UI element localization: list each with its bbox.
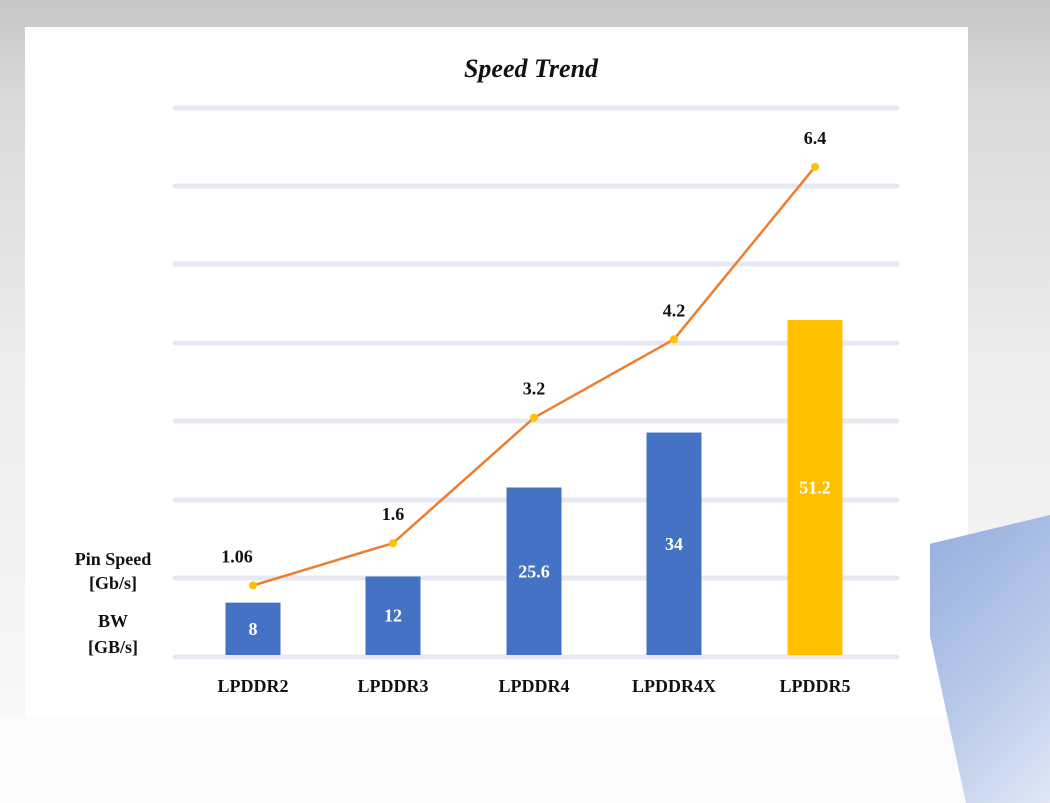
pin-speed-point — [249, 581, 257, 590]
category-label: LPDDR5 — [780, 676, 851, 696]
chart-title: Speed Trend — [464, 54, 599, 83]
bar-lpddr3 — [365, 576, 421, 655]
pin-speed-value-label: 6.4 — [804, 128, 827, 148]
bar-value-label: 25.6 — [518, 561, 550, 581]
pin-speed-point — [530, 413, 538, 422]
category-label: LPDDR4X — [632, 676, 716, 696]
series-names: Pin Speed [Gb/s] BW [GB/s] — [75, 549, 152, 657]
bar-lpddr4 — [506, 487, 562, 655]
pin-speed-point — [670, 335, 678, 344]
pin-speed-unit: [Gb/s] — [89, 573, 137, 593]
bar-lpddr4x — [646, 432, 702, 655]
category-label: LPDDR2 — [218, 676, 289, 696]
bw-label: BW — [98, 611, 128, 631]
bar-labels: 8 12 25.6 34 51.2 — [249, 478, 831, 639]
pin-speed-value-label: 4.2 — [663, 300, 686, 320]
bar-value-label: 12 — [384, 606, 402, 626]
bw-unit: [GB/s] — [88, 637, 138, 657]
bottom-strip — [0, 717, 1050, 803]
pin-speed-label: Pin Speed — [75, 549, 152, 569]
bar-value-label: 8 — [249, 619, 258, 639]
line-labels: 1.06 1.6 3.2 4.2 6.4 — [221, 128, 826, 567]
bar-lpddr2 — [225, 602, 281, 655]
category-label: LPDDR3 — [358, 676, 429, 696]
line-series — [249, 162, 819, 590]
bar-value-label: 34 — [665, 534, 683, 554]
category-labels: LPDDR2 LPDDR3 LPDDR4 LPDDR4X LPDDR5 — [218, 676, 851, 696]
pin-speed-point — [811, 162, 819, 171]
pin-speed-value-label: 3.2 — [523, 379, 546, 399]
category-label: LPDDR4 — [499, 676, 570, 696]
bar-series — [225, 320, 843, 655]
pin-speed-value-label: 1.6 — [382, 504, 405, 524]
pin-speed-value-label: 1.06 — [221, 546, 253, 566]
bar-lpddr5 — [787, 320, 843, 655]
bar-value-label: 51.2 — [799, 478, 831, 498]
pin-speed-point — [389, 539, 397, 548]
